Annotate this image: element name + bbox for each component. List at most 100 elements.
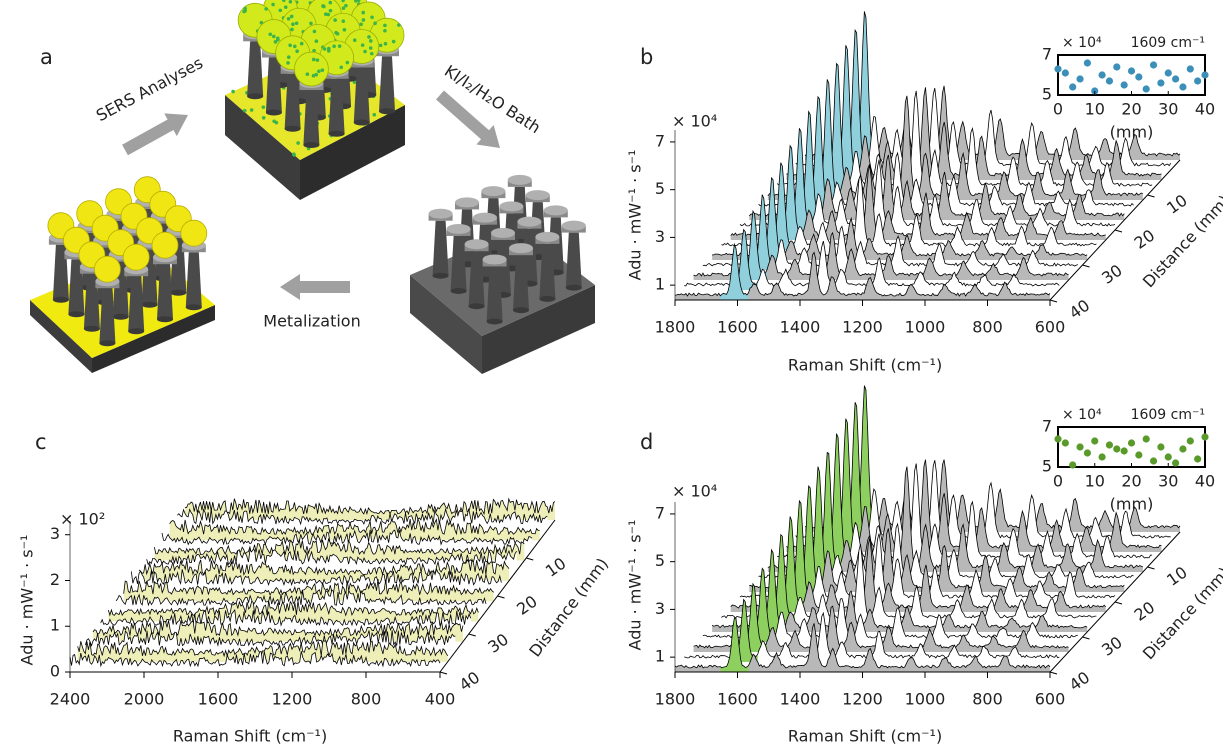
particle — [290, 15, 294, 19]
particle — [276, 38, 280, 42]
particle — [379, 44, 383, 48]
depth-tick-label: 10 — [1163, 563, 1191, 590]
particle — [243, 7, 247, 11]
x-tick-label: 1600 — [717, 690, 758, 709]
inset-x-tick-label: 30 — [1158, 100, 1178, 119]
particle — [231, 90, 235, 94]
particle — [314, 73, 318, 77]
particle — [262, 105, 266, 109]
depth-tick — [1083, 637, 1090, 639]
pillar-base — [451, 288, 467, 294]
inset-multiplier: × 10⁴ — [1062, 407, 1102, 423]
particle — [369, 46, 373, 50]
particle — [363, 50, 367, 54]
particle — [306, 72, 310, 76]
pillar-base — [329, 131, 345, 137]
particle — [329, 1, 333, 5]
inset-multiplier: × 10⁴ — [1062, 35, 1102, 51]
inset-x-label: (mm) — [1110, 495, 1154, 514]
cap-top — [526, 190, 550, 200]
particle — [361, 11, 365, 15]
particle — [250, 108, 254, 112]
particle — [262, 116, 266, 120]
pillar-base — [487, 318, 503, 324]
depth-tick — [440, 672, 447, 674]
inset-point — [1113, 445, 1120, 452]
inset-point — [1135, 451, 1142, 458]
inset-point — [1187, 437, 1194, 444]
y-tick-label: 5 — [655, 179, 665, 198]
inset-point — [1135, 73, 1142, 80]
inset-point — [1194, 455, 1201, 462]
arrow — [122, 113, 188, 155]
particle — [271, 3, 275, 7]
depth-tick — [1083, 265, 1090, 267]
particle — [333, 18, 337, 22]
y-tick-label: 7 — [655, 503, 665, 522]
pillar — [566, 233, 582, 288]
x-tick-label: 1800 — [655, 318, 696, 337]
particle — [362, 18, 366, 22]
x-axis-label: Raman Shift (cm⁻¹) — [788, 356, 942, 375]
step-label: Metalization — [263, 312, 360, 331]
step-label: KI/I₂/H₂O Bath — [441, 61, 544, 137]
inset-x-tick-label: 0 — [1053, 100, 1063, 119]
pillar-base — [469, 303, 485, 309]
inset-title: 1609 cm⁻¹ — [1131, 407, 1205, 423]
inset-y-tick-label: 7 — [1042, 417, 1052, 436]
particle — [288, 43, 292, 47]
y-tick-label: 1 — [655, 647, 665, 666]
inset-point — [1069, 83, 1076, 90]
x-tick-label: 2000 — [124, 690, 165, 709]
cap-top — [544, 205, 568, 215]
pillar — [379, 56, 395, 111]
pillar-base — [157, 316, 173, 322]
particle — [367, 35, 371, 39]
cap-top — [481, 186, 505, 196]
depth-tick-label: 40 — [456, 668, 484, 695]
inset-point — [1179, 83, 1186, 90]
particle — [370, 15, 374, 19]
multiplier: × 10² — [60, 510, 105, 529]
pillar-base — [68, 311, 84, 317]
pillar-base — [266, 110, 282, 116]
depth-tick-label: 30 — [1098, 633, 1126, 660]
inset-point — [1157, 443, 1164, 450]
panel-label: d — [640, 430, 653, 454]
inset-point — [1201, 71, 1208, 78]
cap-top — [508, 175, 532, 185]
x-tick-label: 1600 — [717, 318, 758, 337]
cap-top — [491, 228, 515, 238]
inset-point — [1106, 441, 1113, 448]
particle — [295, 21, 299, 25]
particle — [315, 39, 319, 43]
cap-top — [483, 254, 507, 264]
pillar — [186, 252, 202, 307]
pillar-base — [379, 108, 395, 114]
x-tick-label: 1800 — [655, 690, 696, 709]
inset-x-tick-label: 30 — [1158, 472, 1178, 491]
x-tick-label: 1600 — [198, 690, 239, 709]
cap-top — [465, 239, 489, 249]
inset-point — [1172, 459, 1179, 466]
particle — [384, 42, 388, 46]
particle — [295, 49, 299, 53]
depth-tick-label: 20 — [1131, 598, 1159, 625]
particle — [321, 4, 325, 8]
pillar-base — [170, 290, 186, 296]
y-tick-label: 1 — [655, 275, 665, 294]
figure: aSERS AnalysesKI/I₂/H₂O BathMetalization… — [0, 0, 1223, 749]
x-tick-label: 1000 — [905, 318, 946, 337]
inset-y-tick-label: 5 — [1042, 457, 1052, 476]
panel-label: b — [640, 45, 653, 69]
y-tick-label: 1 — [50, 616, 60, 635]
pillar — [433, 221, 449, 276]
x-tick-label: 2400 — [50, 690, 91, 709]
pillar-base — [53, 297, 69, 303]
particle — [397, 23, 401, 27]
cap-top — [447, 224, 471, 234]
particle — [278, 9, 282, 13]
particle — [344, 4, 348, 8]
pillar-base — [303, 142, 319, 148]
depth-tick-label: 20 — [513, 592, 541, 619]
